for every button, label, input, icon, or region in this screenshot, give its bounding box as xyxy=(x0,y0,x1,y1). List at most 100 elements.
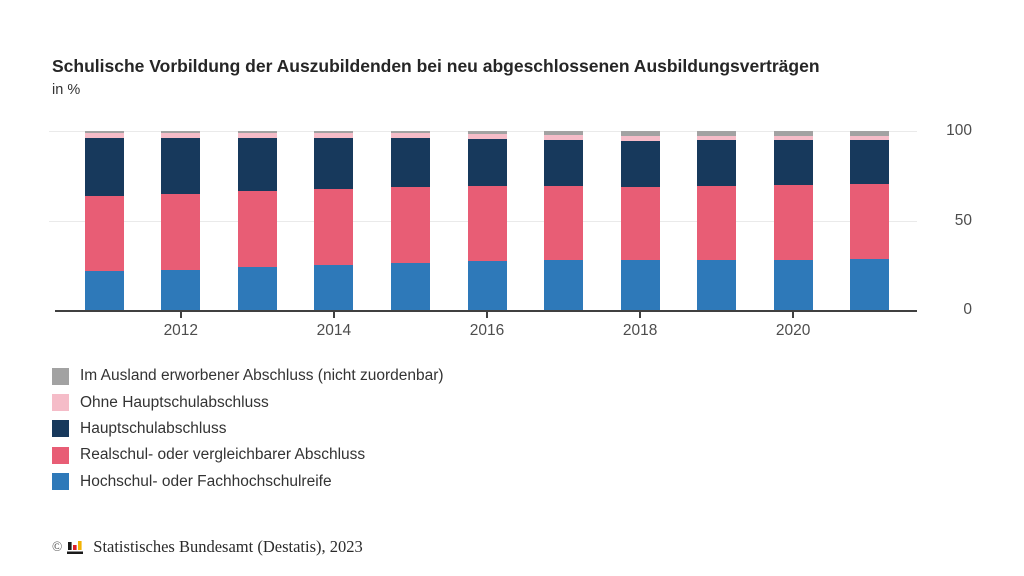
bar-segment[interactable] xyxy=(850,183,890,259)
bar-segment[interactable] xyxy=(620,140,660,187)
bar-segment[interactable] xyxy=(467,133,507,140)
bar-slot-2019 xyxy=(678,131,755,310)
bar-segment[interactable] xyxy=(850,258,890,310)
bar-segment[interactable] xyxy=(773,131,813,136)
plot-area xyxy=(49,131,917,312)
bar-segment[interactable] xyxy=(850,140,890,184)
bar-segment[interactable] xyxy=(697,185,737,260)
bar-segment[interactable] xyxy=(544,260,584,310)
bar-segment[interactable] xyxy=(467,131,507,134)
bar-segment[interactable] xyxy=(544,131,584,135)
bar-segment[interactable] xyxy=(161,132,201,139)
source-line: © Statistisches Bundesamt (Destatis), 20… xyxy=(52,537,363,557)
bar-segment[interactable] xyxy=(390,131,430,133)
source-text: Statistisches Bundesamt (Destatis), 2023 xyxy=(93,537,363,556)
y-tick-label: 100 xyxy=(946,122,972,139)
bar-segment[interactable] xyxy=(84,195,124,271)
bar-segment[interactable] xyxy=(390,187,430,263)
stacked-bar-2015 xyxy=(390,131,430,310)
bar-segment[interactable] xyxy=(161,138,201,195)
bar-slot-2014 xyxy=(296,131,373,310)
legend-swatch xyxy=(52,420,69,438)
bars-container xyxy=(66,131,908,310)
bar-segment[interactable] xyxy=(620,259,660,310)
bar-segment[interactable] xyxy=(161,131,201,133)
bar-segment[interactable] xyxy=(314,264,354,310)
bar-segment[interactable] xyxy=(697,131,737,136)
bar-slot-2013 xyxy=(219,131,296,310)
stacked-bar-2019 xyxy=(697,131,737,310)
bar-segment[interactable] xyxy=(620,186,660,260)
bar-segment[interactable] xyxy=(850,135,890,141)
y-tick-label: 0 xyxy=(963,301,972,318)
bar-segment[interactable] xyxy=(467,185,507,262)
x-tick-label: 2018 xyxy=(622,322,658,339)
bar-slot-2020 xyxy=(755,131,832,310)
bar-segment[interactable] xyxy=(544,134,584,140)
legend-item[interactable]: Hochschul- oder Fachhochschulreife xyxy=(52,469,444,495)
bar-segment[interactable] xyxy=(697,140,737,186)
bar-segment[interactable] xyxy=(314,138,354,190)
stacked-bar-2017 xyxy=(544,131,584,310)
bar-segment[interactable] xyxy=(467,139,507,186)
bar-segment[interactable] xyxy=(84,131,124,133)
bar-segment[interactable] xyxy=(314,131,354,133)
stacked-bar-2012 xyxy=(161,131,201,310)
stacked-bar-2016 xyxy=(467,131,507,310)
x-tick-label: 2012 xyxy=(163,322,199,339)
legend-swatch xyxy=(52,367,69,385)
legend-label: Ohne Hauptschulabschluss xyxy=(80,393,269,411)
bar-segment[interactable] xyxy=(84,138,124,196)
y-tick-label: 50 xyxy=(954,211,972,229)
x-tick xyxy=(179,312,182,318)
bar-slot-2016 xyxy=(449,131,526,310)
legend-label: Hauptschulabschluss xyxy=(80,419,227,437)
legend-item[interactable]: Realschul- oder vergleichbarer Abschluss xyxy=(52,442,444,468)
bar-segment[interactable] xyxy=(697,259,737,310)
bar-segment[interactable] xyxy=(544,185,584,261)
bar-segment[interactable] xyxy=(697,135,737,141)
chart-title: Schulische Vorbildung der Auszubildenden… xyxy=(52,56,820,76)
bar-segment[interactable] xyxy=(620,135,660,141)
bar-slot-2011 xyxy=(66,131,143,310)
bar-slot-2015 xyxy=(372,131,449,310)
bar-segment[interactable] xyxy=(773,259,813,310)
bar-segment[interactable] xyxy=(390,132,430,139)
bar-segment[interactable] xyxy=(237,267,277,310)
legend-swatch xyxy=(52,473,69,491)
bar-segment[interactable] xyxy=(544,139,584,186)
bar-segment[interactable] xyxy=(237,132,277,139)
stacked-bar-2014 xyxy=(314,131,354,310)
bar-segment[interactable] xyxy=(237,191,277,268)
bar-slot-2018 xyxy=(602,131,679,310)
bar-segment[interactable] xyxy=(850,131,890,136)
bar-segment[interactable] xyxy=(314,189,354,265)
bar-segment[interactable] xyxy=(237,138,277,192)
legend-swatch xyxy=(52,446,69,464)
bar-segment[interactable] xyxy=(237,131,277,133)
bar-segment[interactable] xyxy=(84,270,124,310)
legend-label: Hochschul- oder Fachhochschulreife xyxy=(80,472,332,490)
bar-segment[interactable] xyxy=(467,261,507,310)
bar-segment[interactable] xyxy=(161,269,201,310)
x-tick-label: 2020 xyxy=(775,322,811,339)
legend-label: Realschul- oder vergleichbarer Abschluss xyxy=(80,446,366,464)
bar-segment[interactable] xyxy=(620,131,660,136)
bar-segment[interactable] xyxy=(314,132,354,139)
bar-segment[interactable] xyxy=(773,140,813,186)
legend-item[interactable]: Im Ausland erworbener Abschluss (nicht z… xyxy=(52,363,444,389)
x-tick xyxy=(639,312,642,318)
x-axis-line xyxy=(55,310,917,312)
bar-segment[interactable] xyxy=(390,138,430,188)
legend-label: Im Ausland erworbener Abschluss (nicht z… xyxy=(80,367,444,385)
bar-segment[interactable] xyxy=(84,132,124,139)
x-tick-label: 2014 xyxy=(316,322,352,339)
legend-item[interactable]: Ohne Hauptschulabschluss xyxy=(52,389,444,415)
stacked-bar-2021 xyxy=(850,131,890,310)
bar-segment[interactable] xyxy=(773,185,813,260)
destatis-bar-chart-icon xyxy=(67,541,84,554)
bar-segment[interactable] xyxy=(161,194,201,270)
legend-item[interactable]: Hauptschulabschluss xyxy=(52,416,444,442)
bar-segment[interactable] xyxy=(773,135,813,141)
bar-segment[interactable] xyxy=(390,262,430,310)
